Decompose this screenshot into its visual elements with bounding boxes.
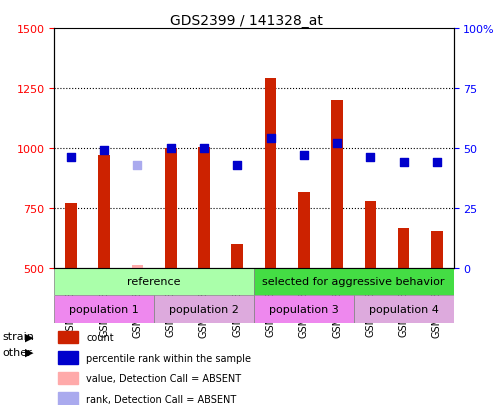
Point [67,155,75,161]
Point [167,145,175,152]
Text: population 3: population 3 [269,304,339,314]
Bar [231,244,243,268]
Text: value, Detection Call = ABSENT: value, Detection Call = ABSENT [86,373,241,384]
FancyBboxPatch shape [254,268,454,295]
Bar [165,149,176,268]
Text: GDS2399 / 141328_at: GDS2399 / 141328_at [170,14,323,28]
Point [300,152,308,159]
Text: reference: reference [127,277,181,287]
Text: ▶: ▶ [25,347,33,357]
FancyBboxPatch shape [353,295,454,323]
Point [134,162,141,169]
Text: selected for aggressive behavior: selected for aggressive behavior [262,277,445,287]
Text: population 2: population 2 [169,304,239,314]
Bar [58,392,78,405]
Bar [198,147,210,268]
Text: rank, Detection Call = ABSENT: rank, Detection Call = ABSENT [86,394,237,404]
Bar [298,193,310,268]
Bar [65,204,77,268]
Text: other: other [2,347,32,357]
Text: ▶: ▶ [25,332,33,342]
Text: count: count [86,332,114,342]
FancyBboxPatch shape [54,295,154,323]
Bar [58,331,78,343]
FancyBboxPatch shape [154,295,254,323]
Point [400,159,408,166]
Point [333,140,341,147]
Point [100,147,108,154]
FancyBboxPatch shape [254,295,353,323]
Bar [58,351,78,364]
Point [366,155,374,161]
Bar [265,79,277,268]
Bar [58,372,78,384]
Text: percentile rank within the sample: percentile rank within the sample [86,353,251,363]
Point [233,162,241,169]
Bar [98,156,110,268]
Text: population 1: population 1 [70,304,139,314]
FancyBboxPatch shape [54,268,254,295]
Text: population 4: population 4 [369,304,439,314]
Bar [431,231,443,268]
Point [267,135,275,142]
Point [200,145,208,152]
Text: strain: strain [2,332,35,342]
Bar [331,101,343,268]
Bar [132,266,143,268]
Bar [398,229,410,268]
Bar [364,201,376,268]
Point [433,159,441,166]
